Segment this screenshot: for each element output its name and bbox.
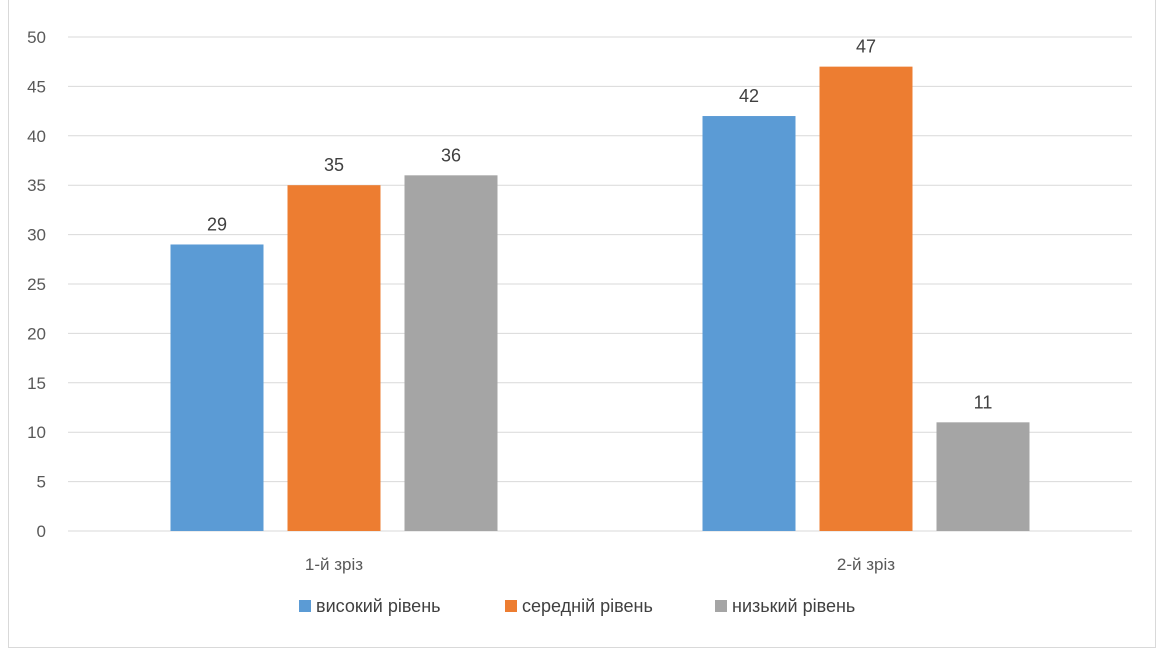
legend-label: високий рівень (316, 596, 441, 616)
data-labels: 29 35 36 42 47 11 (207, 37, 992, 413)
y-tick-label: 40 (27, 127, 46, 146)
bar (287, 185, 381, 531)
x-category-label: 1-й зріз (305, 555, 363, 574)
bar (936, 422, 1030, 531)
data-label: 36 (441, 145, 461, 165)
x-category-label: 2-й зріз (837, 555, 895, 574)
y-tick-label: 0 (37, 522, 46, 541)
y-tick-label: 20 (27, 324, 46, 343)
y-axis-ticks: 0 5 10 15 20 25 30 35 40 45 50 (27, 28, 46, 541)
legend-label: середній рівень (522, 596, 653, 616)
y-tick-label: 5 (37, 473, 46, 492)
legend-swatch (505, 600, 517, 612)
legend-swatch (299, 600, 311, 612)
y-tick-label: 25 (27, 275, 46, 294)
legend-swatch (715, 600, 727, 612)
data-label: 35 (324, 155, 344, 175)
legend: високий рівень середній рівень низький рів… (299, 596, 855, 616)
legend-label: низький рівень (732, 596, 855, 616)
y-tick-label: 50 (27, 28, 46, 47)
bar (404, 175, 498, 531)
y-tick-label: 35 (27, 176, 46, 195)
data-label: 47 (856, 37, 876, 57)
bar (819, 66, 913, 531)
bar (170, 244, 264, 532)
data-label: 29 (207, 214, 227, 234)
y-tick-label: 10 (27, 423, 46, 442)
data-label: 42 (739, 86, 759, 106)
x-axis-categories: 1-й зріз 2-й зріз (305, 555, 895, 574)
y-tick-label: 45 (27, 77, 46, 96)
y-tick-label: 15 (27, 374, 46, 393)
bar (702, 116, 796, 531)
data-label: 11 (974, 392, 993, 412)
y-tick-label: 30 (27, 226, 46, 245)
bars (170, 66, 1030, 532)
